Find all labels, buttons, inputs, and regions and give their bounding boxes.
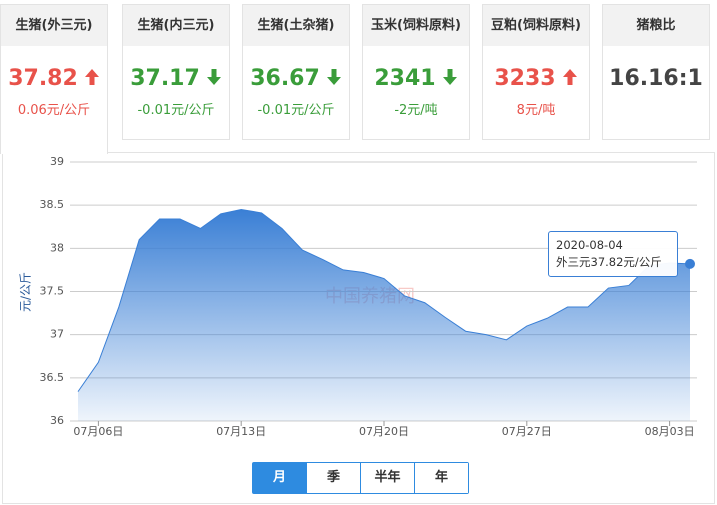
x-tick-label: 07月13日: [216, 425, 266, 438]
card[interactable]: 猪粮比 16.16:1: [602, 4, 710, 140]
range-button[interactable]: 年: [414, 463, 468, 493]
trend-arrow: [442, 69, 457, 85]
value-text: 2341: [374, 66, 436, 91]
value-text: 16.16:1: [609, 66, 703, 91]
card-change: 0.06元/公斤: [17, 103, 91, 118]
arrow-shape: [326, 69, 341, 85]
range-buttons: 月季半年年: [252, 462, 469, 494]
value-text: 37.17: [130, 66, 200, 91]
arrow-shape: [206, 69, 221, 85]
range-button[interactable]: 季: [306, 463, 360, 493]
card-title: 玉米(饲料原料): [363, 5, 469, 46]
card[interactable]: 生猪(内三元) 37.17 -0.01元/公斤: [122, 4, 230, 140]
card[interactable]: 生猪(土杂猪) 36.67 -0.01元/公斤: [242, 4, 350, 140]
arrow-shape: [442, 69, 457, 85]
card-value: 16.16:1: [603, 66, 709, 91]
card-value: 36.67: [243, 66, 349, 91]
x-tick-label: 07月06日: [73, 425, 123, 438]
card[interactable]: 生猪(外三元) 37.82 0.06元/公斤: [0, 4, 108, 154]
card[interactable]: 玉米(饲料原料) 2341 -2元/吨: [362, 4, 470, 140]
y-axis-label: 元/公斤: [19, 272, 33, 312]
card-value: 2341: [363, 66, 469, 91]
y-tick-label: 38.5: [40, 198, 65, 211]
x-tick-label: 07月20日: [359, 425, 409, 438]
tooltip-label: 外三元37.82元/公斤: [556, 255, 662, 269]
card-change: 8元/吨: [516, 103, 556, 118]
y-tick-label: 39: [50, 155, 64, 168]
card-change: -0.01元/公斤: [137, 103, 215, 118]
trend-arrow: [84, 69, 99, 85]
arrow-shape: [84, 69, 99, 85]
card-title: 生猪(土杂猪): [243, 5, 349, 46]
y-tick-label: 36: [50, 414, 64, 427]
card-value: 37.17: [123, 66, 229, 91]
card-change: -2元/吨: [394, 103, 438, 118]
arrow-shape: [562, 69, 577, 85]
hover-point: [685, 258, 695, 269]
y-tick-label: 38: [50, 241, 64, 254]
value-text: 36.67: [250, 66, 320, 91]
y-tick-label: 37: [50, 328, 64, 341]
trend-arrow: [326, 69, 341, 85]
range-button[interactable]: 半年: [360, 463, 414, 493]
trend-arrow: [562, 69, 577, 85]
card-title: 生猪(外三元): [1, 5, 107, 46]
card-title: 猪粮比: [603, 5, 709, 46]
value-text: 37.82: [8, 66, 78, 91]
card-title: 豆粕(饲料原料): [483, 5, 589, 46]
card[interactable]: 豆粕(饲料原料) 3233 8元/吨: [482, 4, 590, 140]
card-value: 37.82: [1, 66, 107, 91]
x-tick-label: 07月27日: [502, 425, 552, 438]
x-tick-label: 08月03日: [645, 425, 695, 438]
line: [77, 208, 691, 392]
tooltip-date: 2020-08-04: [556, 238, 623, 252]
card-change: -0.01元/公斤: [257, 103, 335, 118]
chart-panel: [2, 152, 715, 504]
y-tick-label: 37.5: [40, 285, 65, 298]
y-tick-label: 36.5: [40, 371, 65, 384]
value-text: 3233: [494, 66, 556, 91]
range-button[interactable]: 月: [253, 463, 306, 493]
card-title: 生猪(内三元): [123, 5, 229, 46]
area: [78, 209, 690, 421]
trend-arrow: [206, 69, 221, 85]
card-value: 3233: [483, 66, 589, 91]
tooltip: 2020-08-04 外三元37.82元/公斤: [548, 231, 678, 277]
